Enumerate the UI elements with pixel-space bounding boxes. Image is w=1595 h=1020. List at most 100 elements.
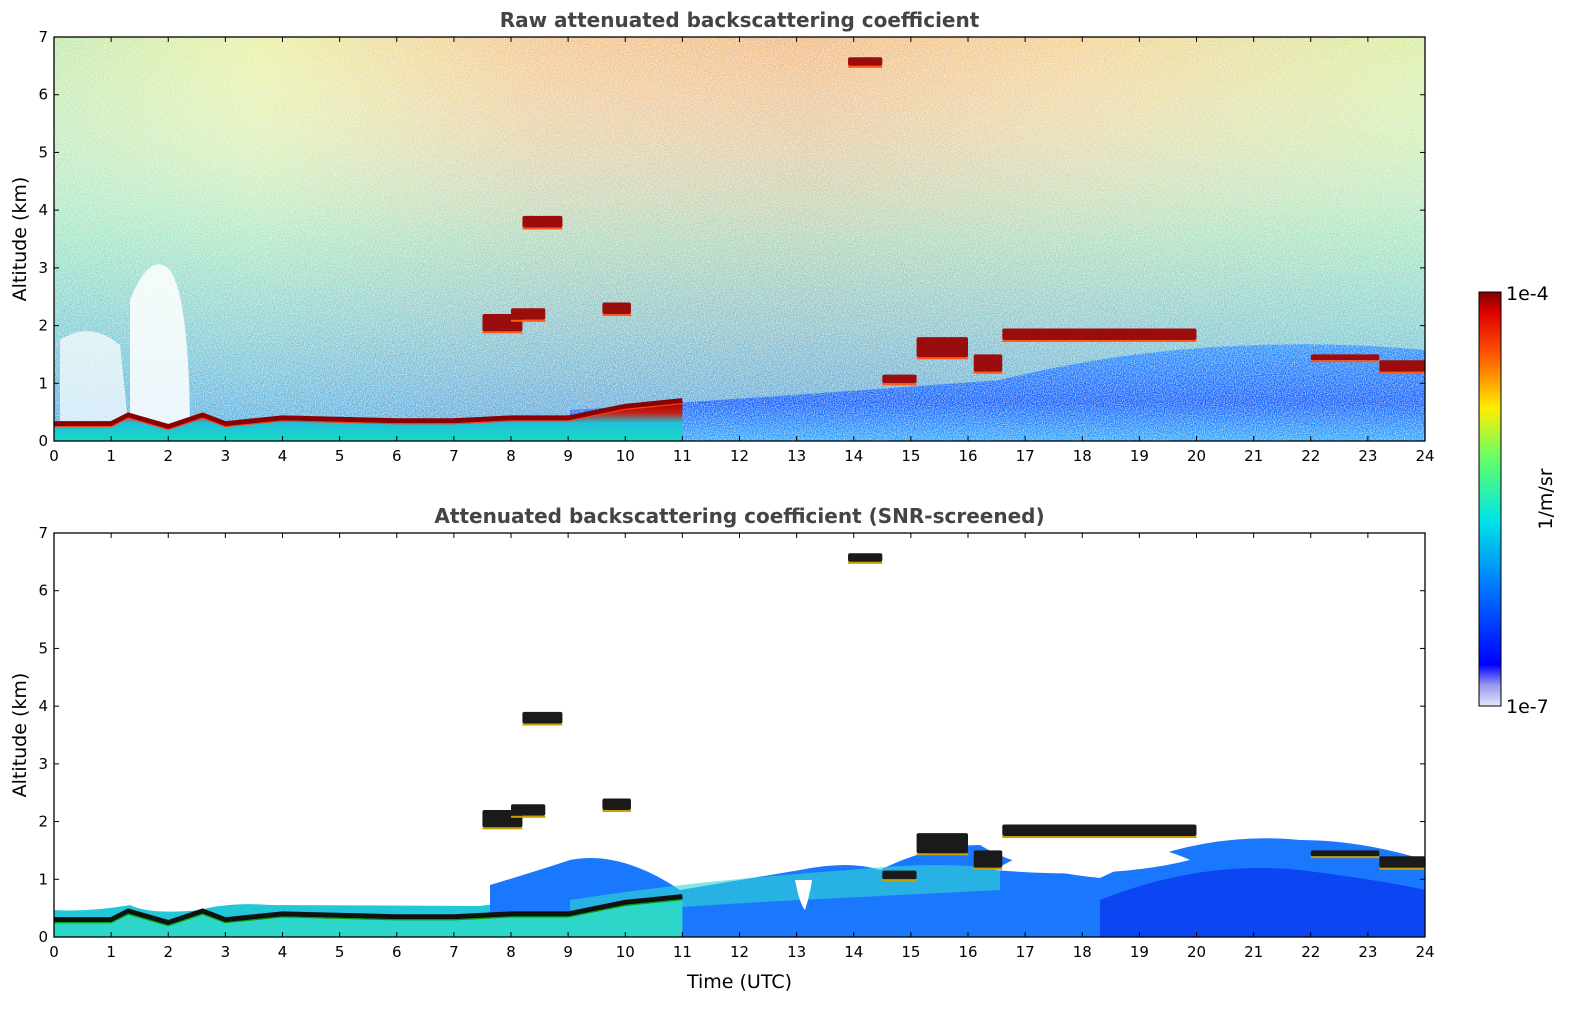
x-tick-label: 1 xyxy=(106,943,116,961)
x-tick-label: 24 xyxy=(1415,943,1434,961)
x-tick-label: 15 xyxy=(901,943,920,961)
cloud-layer-edge xyxy=(916,853,968,856)
x-tick-label: 18 xyxy=(1073,447,1092,465)
cloud-layer-edge xyxy=(1002,340,1197,342)
cloud-layer-edge xyxy=(602,314,631,317)
x-tick-label: 2 xyxy=(163,447,173,465)
x-tick-label: 17 xyxy=(1016,943,1035,961)
y-axis-label-screened: Altitude (km) xyxy=(9,673,31,798)
y-tick-label: 6 xyxy=(38,86,48,104)
cloud-layer-edge xyxy=(482,331,523,334)
cloud-layer xyxy=(882,870,917,880)
x-tick-label: 20 xyxy=(1187,447,1206,465)
cloud-layer-edge xyxy=(1310,360,1380,363)
cloud-layer xyxy=(916,337,968,358)
y-tick-label: 4 xyxy=(38,697,48,715)
y-tick-label: 0 xyxy=(38,928,48,946)
boundary-layer-top xyxy=(54,894,683,926)
cloud-layer-edge xyxy=(916,357,968,360)
x-tick-label: 6 xyxy=(392,447,402,465)
x-tick-label: 4 xyxy=(278,447,288,465)
x-tick-label: 10 xyxy=(616,447,635,465)
y-tick-label: 5 xyxy=(38,639,48,657)
heatmap-screened xyxy=(54,533,1425,937)
y-tick-label: 1 xyxy=(38,374,48,392)
x-tick-label: 9 xyxy=(563,943,573,961)
x-tick-label: 0 xyxy=(49,943,59,961)
boundary-layer-raw xyxy=(54,398,683,441)
x-tick-label: 9 xyxy=(563,447,573,465)
cloud-layer-edge xyxy=(973,867,1003,870)
screened-clear-gaps xyxy=(995,839,1190,874)
x-axis-label: Time (UTC) xyxy=(686,971,792,993)
y-tick-label: 2 xyxy=(38,317,48,335)
x-tick-label: 12 xyxy=(730,943,749,961)
x-tick-label: 22 xyxy=(1301,447,1320,465)
cloud-layers-screened xyxy=(482,553,1425,882)
x-tick-label: 11 xyxy=(673,447,692,465)
cloud-layer-edge xyxy=(848,65,883,68)
cloud-layer-edge xyxy=(1310,856,1380,859)
y-tick-label: 7 xyxy=(38,524,48,542)
x-tick-label: 0 xyxy=(49,447,59,465)
y-tick-label: 4 xyxy=(38,201,48,219)
x-tick-label: 20 xyxy=(1187,943,1206,961)
y-tick-label: 7 xyxy=(38,28,48,46)
cloud-layer xyxy=(916,833,968,854)
cloud-layer xyxy=(602,302,631,315)
boundary-layer-top xyxy=(54,398,683,430)
cloud-layer xyxy=(1002,824,1197,836)
y-tick-label: 2 xyxy=(38,813,48,831)
cloud-layer-edge xyxy=(882,879,917,882)
cloud-layer-edge xyxy=(511,319,546,322)
cloud-layer-edge xyxy=(511,815,546,818)
x-tick-label: 16 xyxy=(958,943,977,961)
x-tick-label: 4 xyxy=(278,943,288,961)
cloud-layer xyxy=(973,850,1003,868)
cloud-layer xyxy=(1002,328,1197,340)
colorbar-unit-label: 1/m/sr xyxy=(1535,468,1557,529)
y-tick-label: 3 xyxy=(38,259,48,277)
x-tick-label: 8 xyxy=(506,943,516,961)
x-tick-label: 21 xyxy=(1244,447,1263,465)
cloud-layer-edge xyxy=(1379,867,1425,870)
x-tick-label: 14 xyxy=(844,943,863,961)
x-tick-label: 24 xyxy=(1415,447,1434,465)
cloud-layer-edge xyxy=(1379,371,1425,374)
cloud-layer xyxy=(1379,360,1425,372)
y-tick-label: 0 xyxy=(38,432,48,450)
cloud-layer xyxy=(848,553,883,562)
colorbar-min-label: 1e-7 xyxy=(1506,696,1549,718)
cloud-layer xyxy=(1310,850,1380,857)
cloud-layer xyxy=(1379,856,1425,868)
cloud-layer-edge xyxy=(482,827,523,830)
cloud-layer xyxy=(511,308,546,320)
colorbar: 1e-4 1e-7 1/m/sr xyxy=(1478,283,1557,718)
x-tick-label: 23 xyxy=(1358,943,1377,961)
screened-aerosol-core xyxy=(1100,868,1425,937)
x-tick-label: 14 xyxy=(844,447,863,465)
cloud-layer xyxy=(511,804,546,816)
cloud-layers-raw xyxy=(482,57,1425,386)
cloud-layer xyxy=(602,798,631,811)
colorbar-gradient xyxy=(1478,291,1502,707)
x-tick-label: 7 xyxy=(449,447,459,465)
boundary-layer-screened xyxy=(54,894,683,937)
cloud-layer xyxy=(848,57,883,66)
x-tick-label: 19 xyxy=(1130,943,1149,961)
x-tick-label: 19 xyxy=(1130,447,1149,465)
x-tick-label: 3 xyxy=(221,447,231,465)
cloud-layer xyxy=(973,354,1003,372)
axis-ticks-screened: 0 1 2 3 4 5 6 7 8 9 10 11 12 13 14 15 16 17 18 19 20 21 22 23 24… xyxy=(38,524,1434,961)
y-tick-label: 3 xyxy=(38,755,48,773)
x-tick-label: 12 xyxy=(730,447,749,465)
y-tick-label: 1 xyxy=(38,870,48,888)
chart-title-screened: Attenuated backscattering coefficient (S… xyxy=(434,504,1044,528)
x-tick-label: 2 xyxy=(163,943,173,961)
x-tick-label: 5 xyxy=(335,943,345,961)
x-tick-label: 8 xyxy=(506,447,516,465)
cloud-layer-edge xyxy=(602,810,631,813)
cloud-layer xyxy=(522,711,563,724)
chart-title-raw: Raw attenuated backscattering coefficien… xyxy=(500,8,980,32)
